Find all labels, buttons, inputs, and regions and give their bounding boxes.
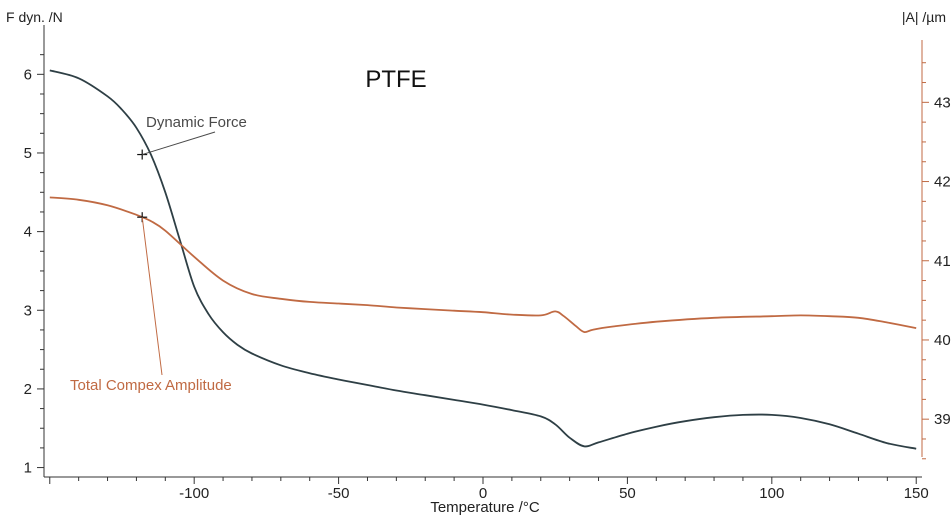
x-tick-label: 100 xyxy=(759,485,784,502)
x-tick-label: -100 xyxy=(179,485,209,502)
y-right-tick-label: 43 xyxy=(934,94,951,111)
axes xyxy=(44,25,922,477)
y-right-tick-label: 39 xyxy=(934,411,951,428)
y-left-unit: F dyn. /N xyxy=(6,9,63,25)
chart-title: PTFE xyxy=(365,66,426,93)
amplitude-line xyxy=(50,197,916,332)
y-left-tick-label: 6 xyxy=(24,66,32,83)
annotations: Dynamic Force Total Compex Amplitude xyxy=(70,114,247,394)
amplitude-annotation: Total Compex Amplitude xyxy=(70,377,232,394)
x-tick-label: 50 xyxy=(619,485,636,502)
dynamic-force-annotation: Dynamic Force xyxy=(146,114,247,131)
x-axis-label: Temperature /°C xyxy=(430,499,540,516)
y-right-tick-label: 40 xyxy=(934,332,951,349)
y-left-tick-label: 5 xyxy=(24,145,32,162)
y-left-tick-label: 1 xyxy=(24,460,32,477)
x-tick-label: -50 xyxy=(328,485,350,502)
y-right-tick-label: 42 xyxy=(934,174,951,191)
y-left-tick-label: 3 xyxy=(24,302,32,319)
y-left-tick-label: 4 xyxy=(24,224,32,241)
x-tick-label: 150 xyxy=(904,485,929,502)
y-left-tick-label: 2 xyxy=(24,381,32,398)
amplitude-leader xyxy=(142,217,162,375)
y-right-tick-label: 41 xyxy=(934,253,951,270)
dynamic-force-leader xyxy=(142,132,215,155)
y-right-unit: |A| /µm xyxy=(902,9,946,25)
